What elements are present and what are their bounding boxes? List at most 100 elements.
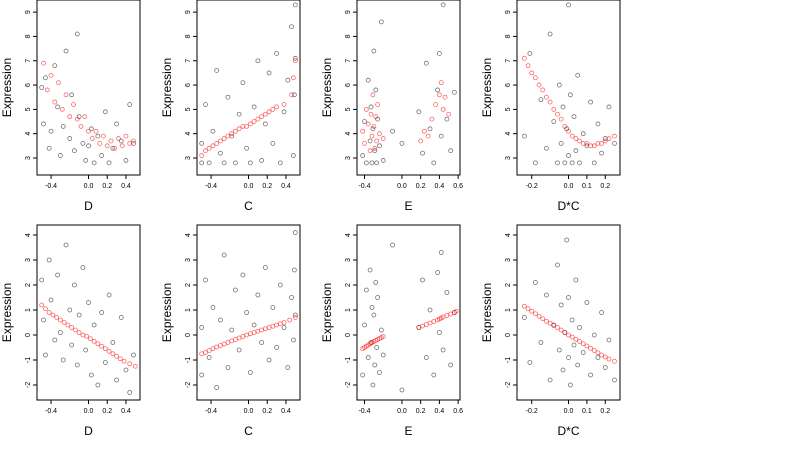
- fitted-point: [577, 339, 582, 344]
- observed-point: [247, 160, 253, 166]
- fitted-point: [44, 87, 50, 93]
- fitted-point: [540, 87, 546, 93]
- x-axis-label: E: [404, 199, 412, 213]
- observed-point: [547, 31, 553, 37]
- observed-point: [244, 145, 250, 151]
- observed-point: [423, 60, 429, 66]
- observed-point: [444, 116, 450, 122]
- observed-point: [569, 160, 575, 166]
- y-tick-label: -1: [505, 357, 512, 363]
- x-tick-label: 0.2: [262, 183, 272, 190]
- observed-point: [566, 153, 571, 158]
- observed-point: [221, 160, 227, 166]
- fitted-point: [367, 148, 373, 154]
- observed-point: [259, 158, 265, 163]
- observed-point: [380, 158, 386, 163]
- fitted-point: [54, 315, 60, 320]
- observed-point: [362, 119, 367, 124]
- observed-point: [206, 160, 212, 166]
- observed-point: [262, 265, 268, 270]
- fitted-point: [71, 102, 76, 107]
- observed-point: [378, 327, 384, 333]
- y-tick-label: -2: [25, 382, 32, 388]
- y-tick-label: 9: [185, 10, 192, 14]
- x-tick-label: 0.4: [281, 408, 291, 415]
- y-tick-label: 6: [505, 83, 512, 87]
- observed-point: [74, 362, 80, 368]
- fitted-point: [291, 75, 296, 81]
- observed-point: [255, 292, 261, 298]
- fitted-point: [422, 128, 427, 134]
- observed-point: [118, 138, 124, 144]
- observed-point: [436, 51, 442, 56]
- fitted-point: [117, 356, 123, 362]
- observed-point: [225, 94, 231, 100]
- observed-point: [390, 128, 395, 134]
- fitted-point: [569, 334, 575, 340]
- observed-point: [575, 362, 581, 368]
- observed-point: [438, 133, 444, 139]
- fitted-point: [116, 136, 121, 141]
- x-tick-label: -0.4: [45, 408, 57, 415]
- fitted-points: [199, 58, 298, 158]
- fitted-point: [551, 106, 557, 112]
- fitted-point: [380, 334, 386, 339]
- x-tick-label: -0.4: [358, 183, 370, 190]
- fitted-point: [566, 332, 571, 338]
- fitted-point: [536, 313, 542, 319]
- observed-point: [39, 85, 45, 90]
- observed-point: [99, 153, 105, 158]
- observed-point: [218, 317, 223, 323]
- fitted-point: [360, 128, 366, 134]
- y-tick-label: 3: [505, 258, 512, 262]
- observed-point: [214, 68, 220, 73]
- observed-point: [285, 365, 291, 370]
- observed-point: [602, 365, 608, 370]
- fitted-point: [87, 336, 93, 342]
- observed-point: [88, 126, 94, 132]
- observed-point: [606, 337, 612, 343]
- observed-point: [363, 160, 369, 166]
- x-tick-label: -0.2: [526, 183, 538, 190]
- observed-point: [43, 352, 48, 358]
- y-tick-label: 1: [25, 308, 32, 312]
- observed-point: [281, 325, 287, 330]
- observed-point: [567, 382, 573, 388]
- observed-point: [203, 102, 208, 107]
- observed-points: [199, 230, 298, 390]
- fitted-point: [544, 318, 549, 324]
- y-tick-label: 2: [185, 283, 192, 287]
- observed-point: [527, 360, 533, 365]
- fitted-point: [78, 123, 84, 129]
- x-axis-label: E: [404, 424, 412, 438]
- fitted-point: [573, 136, 579, 141]
- observed-point: [225, 365, 231, 370]
- fitted-point: [529, 308, 535, 314]
- fitted-point: [203, 148, 208, 154]
- observed-point: [423, 355, 429, 360]
- observed-point: [380, 352, 386, 358]
- fitted-point: [573, 336, 579, 342]
- observed-point: [83, 158, 89, 163]
- observed-point: [367, 267, 373, 273]
- observed-point: [573, 148, 579, 154]
- y-tick-label: 6: [25, 83, 32, 87]
- observed-point: [580, 350, 586, 355]
- panel-top-e: -0.4 0.0 0.2 0.4 0.6 3 4 5 6 7 8 9 E Expression: [320, 0, 463, 213]
- fitted-point: [236, 126, 242, 132]
- observed-point: [367, 138, 373, 144]
- observed-point: [547, 377, 553, 383]
- fitted-point: [595, 350, 601, 356]
- observed-point: [86, 143, 91, 149]
- panel-bottom-d: -0.4 0.0 0.2 0.4 -2 -1 0 1 2 3 4 D Expression: [0, 224, 141, 438]
- observed-point: [80, 265, 86, 270]
- observed-point: [214, 385, 220, 390]
- fitted-point: [547, 320, 553, 326]
- fitted-point: [91, 338, 97, 344]
- x-tick-label: 0.0: [564, 183, 574, 190]
- observed-point: [556, 82, 562, 88]
- observed-point: [369, 160, 375, 166]
- fitted-point: [50, 312, 56, 318]
- fitted-point: [606, 136, 612, 141]
- panel-bottom-dxc: -0.2 0.0 0.1 0.2 -2 -1 0 1 2 3 4 D*C Expression: [480, 224, 621, 438]
